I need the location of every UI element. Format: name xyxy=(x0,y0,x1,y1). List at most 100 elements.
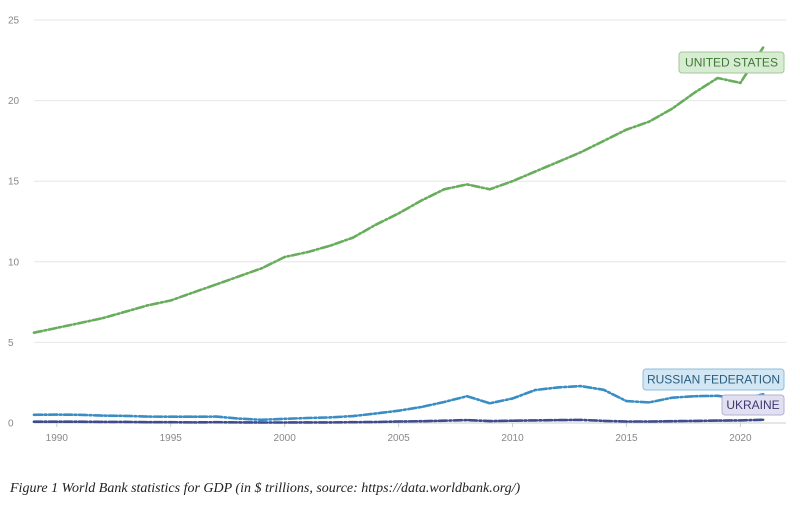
data-point-russian-federation xyxy=(670,396,674,399)
data-point-russian-federation xyxy=(237,417,241,420)
data-point-united-states xyxy=(762,46,765,49)
data-point-ukraine xyxy=(192,421,195,424)
data-point-united-states xyxy=(716,76,719,80)
data-point-russian-federation xyxy=(442,400,446,404)
series-label-text: RUSSIAN FEDERATION xyxy=(647,373,780,387)
data-point-russian-federation xyxy=(146,415,150,418)
data-point-ukraine xyxy=(146,420,150,424)
data-point-united-states xyxy=(556,160,560,164)
data-point-ukraine xyxy=(648,420,651,423)
x-tick-label: 1990 xyxy=(46,433,69,444)
data-point-ukraine xyxy=(556,418,560,422)
data-point-russian-federation xyxy=(192,415,195,418)
data-point-united-states xyxy=(215,283,218,286)
data-point-russian-federation xyxy=(169,415,172,418)
data-point-ukraine xyxy=(329,421,332,424)
data-point-united-states xyxy=(123,310,127,313)
x-tick-label: 2000 xyxy=(274,433,297,444)
data-point-united-states xyxy=(192,291,195,294)
x-tick-label: 1995 xyxy=(160,433,183,444)
data-point-russian-federation xyxy=(511,397,514,400)
data-point-united-states xyxy=(306,250,309,254)
series-label-box xyxy=(642,368,785,391)
data-point-ukraine xyxy=(442,419,446,422)
data-point-russian-federation xyxy=(693,395,697,398)
data-point-united-states xyxy=(442,188,446,191)
data-point-united-states xyxy=(329,244,332,247)
data-point-russian-federation xyxy=(488,402,491,405)
data-point-ukraine xyxy=(237,421,241,424)
data-point-united-states xyxy=(670,107,674,110)
data-point-russian-federation xyxy=(374,412,378,415)
data-point-united-states xyxy=(420,199,423,202)
series-label-text: UKRAINE xyxy=(726,398,779,412)
data-point-united-states xyxy=(648,120,651,123)
y-tick-label: 15 xyxy=(8,177,20,188)
data-point-russian-federation xyxy=(283,417,286,421)
data-point-united-states xyxy=(169,299,172,302)
data-point-ukraine xyxy=(260,421,264,424)
data-point-ukraine xyxy=(123,420,127,424)
data-point-united-states xyxy=(101,317,104,320)
gridlines xyxy=(34,19,786,424)
y-tick-label: 10 xyxy=(8,257,20,268)
series-label-box xyxy=(678,51,785,74)
data-point-russian-federation xyxy=(556,386,560,389)
x-tick-label: 2015 xyxy=(615,433,638,444)
data-point-united-states xyxy=(397,212,400,215)
data-point-russian-federation xyxy=(579,384,583,388)
data-point-united-states xyxy=(579,150,583,154)
data-point-russian-federation xyxy=(465,395,469,398)
data-point-russian-federation xyxy=(101,414,104,417)
data-point-ukraine xyxy=(78,420,81,423)
data-point-united-states xyxy=(602,139,605,143)
data-point-ukraine xyxy=(625,420,628,423)
data-point-russian-federation xyxy=(397,409,400,412)
data-point-ukraine xyxy=(465,418,469,422)
data-point-ukraine xyxy=(55,420,58,423)
series-labels: UNITED STATES RUSSIAN FEDERATION UKRAINE xyxy=(642,51,785,416)
data-point-russian-federation xyxy=(123,414,127,418)
data-point-united-states xyxy=(488,188,491,191)
data-point-russian-federation xyxy=(32,413,36,416)
data-point-ukraine xyxy=(32,420,36,423)
data-point-ukraine xyxy=(602,419,605,423)
data-point-russian-federation xyxy=(625,399,628,403)
data-point-united-states xyxy=(146,304,150,307)
data-point-russian-federation xyxy=(55,413,58,416)
x-axis-ticks: 1990 1995 2000 2005 2010 2015 2020 xyxy=(46,423,752,444)
data-point-russian-federation xyxy=(306,416,309,420)
data-point-ukraine xyxy=(215,420,218,424)
data-point-united-states xyxy=(739,81,742,85)
data-point-ukraine xyxy=(693,419,697,423)
data-point-united-states xyxy=(237,275,241,278)
data-point-ukraine xyxy=(488,419,491,423)
data-point-ukraine xyxy=(511,419,514,422)
data-point-ukraine xyxy=(762,418,765,421)
series-line-united-states xyxy=(32,46,765,335)
data-point-russian-federation xyxy=(260,418,264,421)
data-point-united-states xyxy=(625,128,628,131)
data-point-ukraine xyxy=(534,419,537,422)
data-point-ukraine xyxy=(351,420,355,424)
data-point-united-states xyxy=(78,321,81,325)
data-point-ukraine xyxy=(716,419,719,422)
x-tick-label: 2005 xyxy=(387,433,410,444)
x-tick-label: 2020 xyxy=(729,433,752,444)
data-point-ukraine xyxy=(374,420,378,424)
data-point-united-states xyxy=(351,236,355,239)
data-point-russian-federation xyxy=(716,394,719,397)
series-line-russian-federation xyxy=(32,384,765,422)
data-point-russian-federation xyxy=(602,388,605,391)
data-point-united-states xyxy=(260,267,264,270)
data-point-russian-federation xyxy=(329,416,332,419)
x-tick-label: 2010 xyxy=(501,433,524,444)
data-point-russian-federation xyxy=(648,401,651,404)
series-lines xyxy=(32,46,765,424)
data-point-ukraine xyxy=(579,418,583,422)
series-label-russian-federation: RUSSIAN FEDERATION xyxy=(642,368,785,391)
data-point-united-states xyxy=(534,170,537,173)
data-point-ukraine xyxy=(101,420,104,424)
figure-caption: Figure 1 World Bank statistics for GDP (… xyxy=(10,481,521,496)
